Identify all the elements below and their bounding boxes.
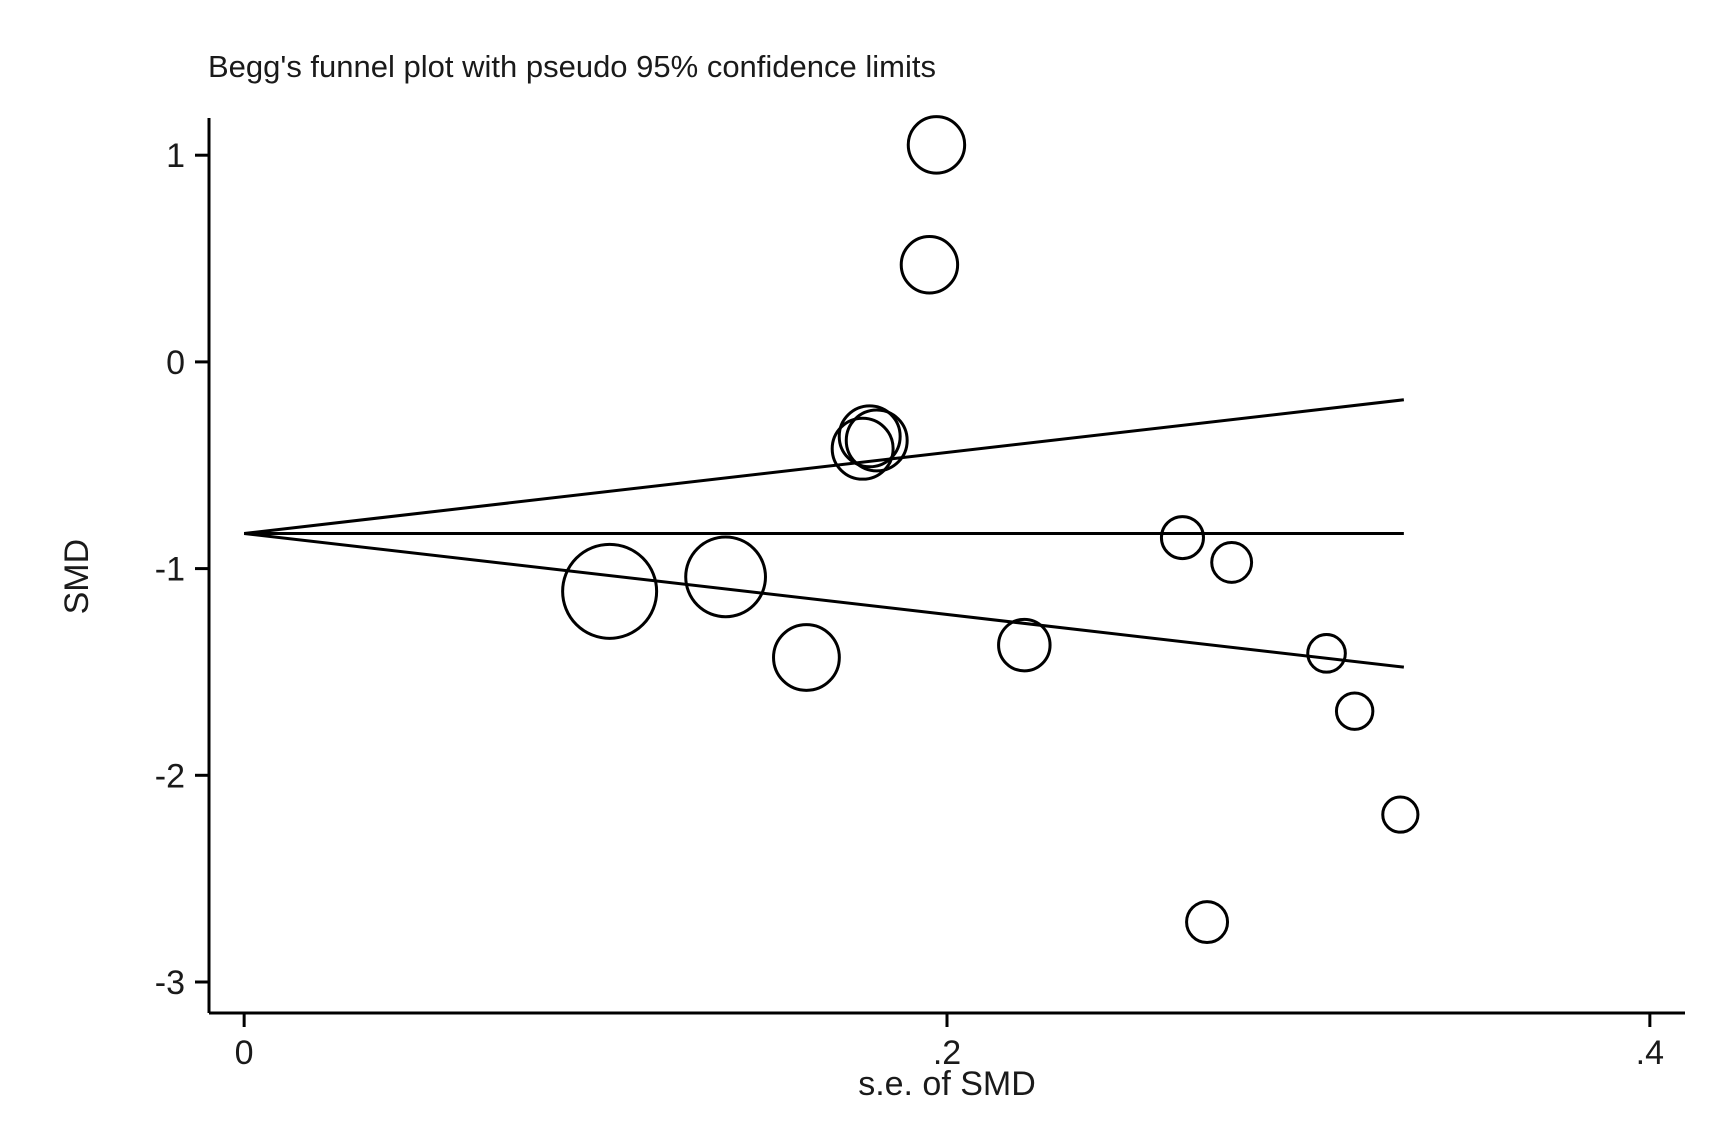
study-point <box>899 235 960 295</box>
study-point <box>906 115 967 175</box>
study-point <box>1185 900 1230 945</box>
study-point <box>1159 515 1205 561</box>
upper-confidence-limit-line <box>243 398 1405 535</box>
study-points <box>561 115 1420 945</box>
study-point <box>830 416 895 481</box>
x-tick-label: .4 <box>1636 1034 1664 1072</box>
y-tick-label: -1 <box>155 551 185 589</box>
x-axis-label: s.e. of SMD <box>858 1065 1036 1103</box>
chart-title: Begg's funnel plot with pseudo 95% confi… <box>208 49 936 84</box>
study-point <box>772 623 841 692</box>
y-tick-label: 0 <box>166 344 185 382</box>
study-point <box>837 404 902 469</box>
study-point <box>1306 633 1347 674</box>
x-tick-label: 0 <box>235 1034 254 1072</box>
study-point <box>1210 540 1254 584</box>
study-point <box>684 535 767 619</box>
y-axis-label: SMD <box>58 539 96 615</box>
y-tick-label: -3 <box>155 964 185 1002</box>
study-point <box>1381 795 1420 834</box>
y-axis-ticks: 1 0 -1 -2 -3 <box>155 137 209 1002</box>
study-point <box>844 408 909 473</box>
x-tick-label: .2 <box>933 1034 961 1072</box>
y-tick-label: -2 <box>155 757 185 795</box>
confidence-limit-lines <box>243 398 1405 669</box>
study-point <box>561 542 659 640</box>
x-axis-ticks: 0 .2 .4 <box>235 1013 1664 1072</box>
study-point <box>997 617 1052 673</box>
lower-confidence-limit-line <box>243 531 1405 669</box>
study-point <box>1334 691 1375 731</box>
y-tick-label: 1 <box>166 137 185 175</box>
